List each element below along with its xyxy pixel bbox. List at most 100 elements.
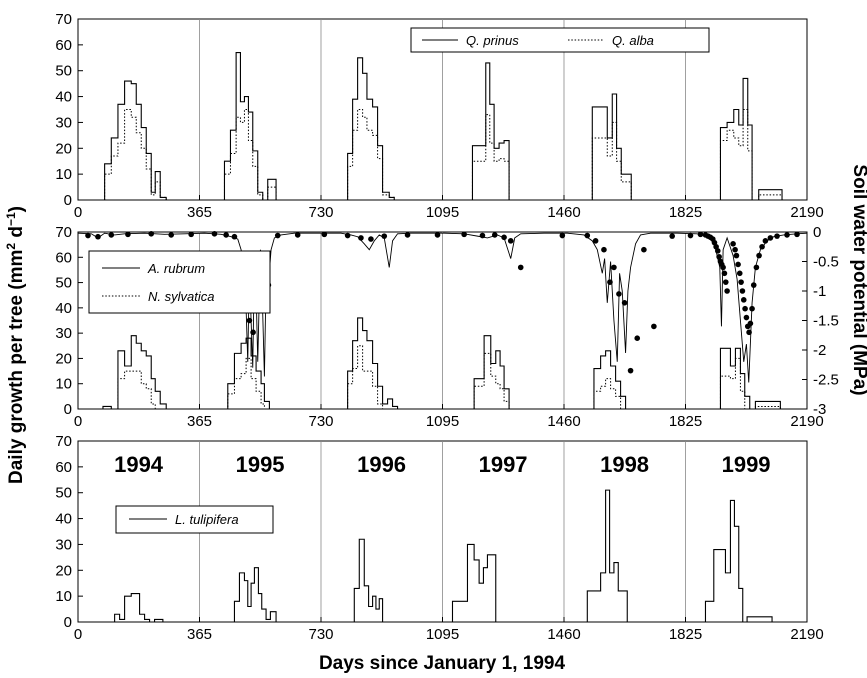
- soil-water-marker: [358, 235, 364, 241]
- soil-water-marker: [108, 232, 115, 238]
- soil-water-marker: [794, 231, 800, 238]
- y-tick-label: 70: [55, 224, 72, 241]
- y-tick-label: 50: [55, 275, 72, 292]
- soil-water-marker: [738, 279, 744, 285]
- soil-water-marker: [736, 270, 743, 277]
- panel-3: 0 365 730 1095 1460 1825 2190 0 10 20 30 40 50 60 70 L.…: [55, 433, 823, 643]
- panel-1: 0 365 730 1095 1460 1825 2190 0 10 20 30 40 50 60 70 Q.…: [55, 11, 823, 221]
- soil-water-marker: [740, 297, 747, 303]
- x-tick-label: 1460: [547, 204, 580, 221]
- y2-tick-label: -3: [813, 401, 826, 418]
- soil-water-marker: [381, 233, 388, 239]
- soil-water-marker: [479, 232, 486, 239]
- x-tick-label: 365: [187, 204, 212, 221]
- y-tick-label: 0: [64, 614, 72, 631]
- y-axis-title: Daily growth per tree (mm2 d−1): [4, 206, 27, 484]
- y-tick-label: 40: [55, 511, 72, 528]
- y-tick-label: 40: [55, 300, 72, 317]
- soil-water-marker: [750, 282, 757, 288]
- x-tick-label: 365: [187, 413, 212, 430]
- y-tick-label: 60: [55, 459, 72, 476]
- panel-2: 0 365 730 1095 1460 1825 2190 0 10 20 30 40 50 60 70 0 -…: [55, 224, 839, 430]
- year-label: 1994: [114, 452, 164, 477]
- soil-water-marker: [559, 232, 566, 239]
- x-tick-label: 1825: [669, 413, 702, 430]
- soil-water-marker: [721, 270, 728, 277]
- series-q-prinus: [78, 52, 807, 201]
- legend-label: N. sylvatica: [148, 289, 214, 304]
- soil-water-marker: [168, 232, 175, 238]
- y-tick-label: 40: [55, 89, 72, 106]
- year-label: 1999: [722, 452, 771, 477]
- soil-water-marker: [733, 252, 740, 259]
- soil-water-marker: [231, 233, 238, 240]
- x-tick-label: 1460: [547, 413, 580, 430]
- y-tick-label: 10: [55, 166, 72, 183]
- soil-water-marker: [592, 238, 599, 244]
- soil-water-marker: [730, 241, 736, 247]
- y-tick-label: 20: [55, 350, 72, 367]
- y-tick-label: 20: [55, 562, 72, 579]
- soil-water-marker: [211, 230, 218, 237]
- soil-water-marker: [517, 264, 524, 271]
- x-tick-label: 0: [74, 626, 82, 643]
- soil-water-marker: [584, 232, 591, 239]
- y-tick-label: 60: [55, 37, 72, 54]
- y-tick-label: 50: [55, 63, 72, 80]
- x-tick-label: 0: [74, 204, 82, 221]
- soil-water-marker: [274, 232, 281, 239]
- soil-water-marker: [739, 288, 746, 294]
- soil-water-marker: [294, 232, 301, 238]
- soil-water-marker: [321, 231, 328, 238]
- soil-water-marker: [753, 264, 760, 271]
- y-tick-label: 70: [55, 433, 72, 450]
- y-tick-label: 0: [64, 401, 72, 418]
- legend-label: L. tulipifera: [175, 512, 239, 527]
- soil-water-marker: [767, 235, 774, 241]
- y-tick-label: 0: [64, 192, 72, 209]
- soil-water-marker: [756, 252, 762, 259]
- soil-water-marker: [223, 232, 229, 238]
- soil-water-marker: [762, 238, 769, 244]
- legend-box: [410, 27, 710, 53]
- x-tick-label: 2190: [790, 413, 823, 430]
- y-tick-label: 50: [55, 485, 72, 502]
- soil-water-marker: [616, 291, 622, 297]
- soil-water-marker: [507, 238, 514, 244]
- soil-water-marker: [461, 231, 467, 238]
- soil-water-marker: [607, 279, 613, 285]
- soil-water-marker: [491, 232, 498, 238]
- secondary-y-axis-title: Soil water potential (MPa): [849, 164, 867, 395]
- soil-water-marker: [344, 232, 351, 239]
- y2-tick-label: 0: [813, 224, 821, 241]
- x-tick-label: 365: [187, 626, 212, 643]
- soil-water-marker: [250, 329, 256, 336]
- legend-label: Q. prinus: [466, 33, 519, 48]
- soil-water-marker: [720, 264, 726, 271]
- legend-box: [88, 250, 271, 314]
- year-label: 1997: [479, 452, 528, 477]
- soil-water-marker: [714, 248, 721, 254]
- soil-water-marker: [634, 335, 641, 342]
- x-tick-label: 1095: [426, 626, 459, 643]
- x-tick-label: 2190: [790, 626, 823, 643]
- y-tick-label: 30: [55, 536, 72, 553]
- chart-panels: 0 365 730 1095 1460 1825 2190 0 10 20 30 40 50 60 70 Q.…: [55, 11, 839, 643]
- soil-water-marker: [747, 320, 754, 327]
- x-tick-label: 2190: [790, 204, 823, 221]
- year-label: 1996: [357, 452, 406, 477]
- soil-water-marker: [621, 300, 628, 306]
- soil-water-marker: [742, 305, 748, 312]
- x-tick-label: 730: [308, 413, 333, 430]
- soil-water-marker: [724, 288, 730, 294]
- y2-tick-label: -2: [813, 342, 826, 359]
- y-tick-label: 30: [55, 114, 72, 131]
- x-tick-label: 1460: [547, 626, 580, 643]
- y-tick-label: 10: [55, 588, 72, 605]
- y2-tick-label: -0.5: [813, 254, 839, 271]
- soil-water-marker: [669, 233, 675, 239]
- y-tick-label: 10: [55, 376, 72, 393]
- soil-water-marker: [246, 317, 253, 324]
- y2-tick-label: -1.5: [813, 313, 839, 330]
